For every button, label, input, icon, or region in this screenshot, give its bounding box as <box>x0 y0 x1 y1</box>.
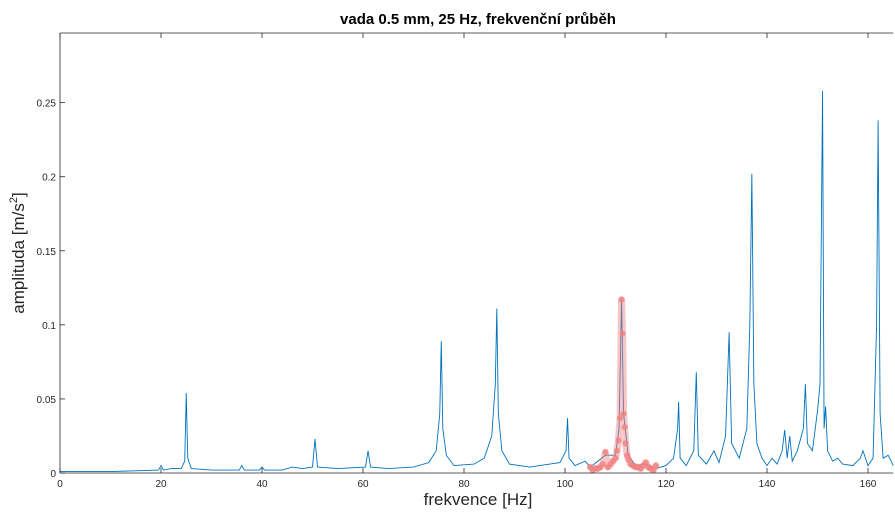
y-tick-label: 0.15 <box>37 247 57 258</box>
x-tick-label: 0 <box>57 479 63 490</box>
x-tick-label: 80 <box>458 479 470 490</box>
y-tick-label: 0.1 <box>42 321 56 332</box>
x-tick-label: 100 <box>557 479 574 490</box>
highlight-point <box>622 440 629 447</box>
chart-title: vada 0.5 mm, 25 Hz, frekvenční průběh <box>340 11 616 28</box>
highlight-point <box>621 424 628 431</box>
x-axis-label: frekvence [Hz] <box>424 490 533 509</box>
plot-area <box>60 90 894 474</box>
highlight-point <box>619 330 626 337</box>
y-label-text: amplituda [m/s <box>9 203 28 314</box>
highlight-point <box>642 459 649 466</box>
highlight-point <box>602 449 609 456</box>
highlight-point <box>652 462 659 469</box>
y-tick-label: 0 <box>50 469 56 480</box>
y-tick-label: 0.25 <box>37 99 57 110</box>
x-tick-label: 160 <box>860 479 877 490</box>
highlight-point <box>618 296 625 303</box>
highlight-point <box>620 410 627 417</box>
highlight-point <box>599 461 606 468</box>
spectrum-line <box>60 90 894 472</box>
highlight-point <box>614 447 621 454</box>
y-label-end: ] <box>9 192 28 197</box>
x-tick-label: 120 <box>658 479 675 490</box>
y-axis-label: amplituda [m/s2] <box>8 192 28 313</box>
x-tick-label: 40 <box>256 479 268 490</box>
highlight-point <box>615 437 622 444</box>
highlight-point <box>617 415 624 422</box>
x-tick-label: 60 <box>357 479 369 490</box>
highlight-point <box>650 467 657 474</box>
y-label-sup: 2 <box>8 197 20 203</box>
x-tick-label: 20 <box>155 479 167 490</box>
y-tick-label: 0.05 <box>37 395 57 406</box>
x-tick-label: 140 <box>759 479 776 490</box>
y-tick-label: 0.2 <box>42 173 56 184</box>
highlight-point <box>612 455 619 462</box>
